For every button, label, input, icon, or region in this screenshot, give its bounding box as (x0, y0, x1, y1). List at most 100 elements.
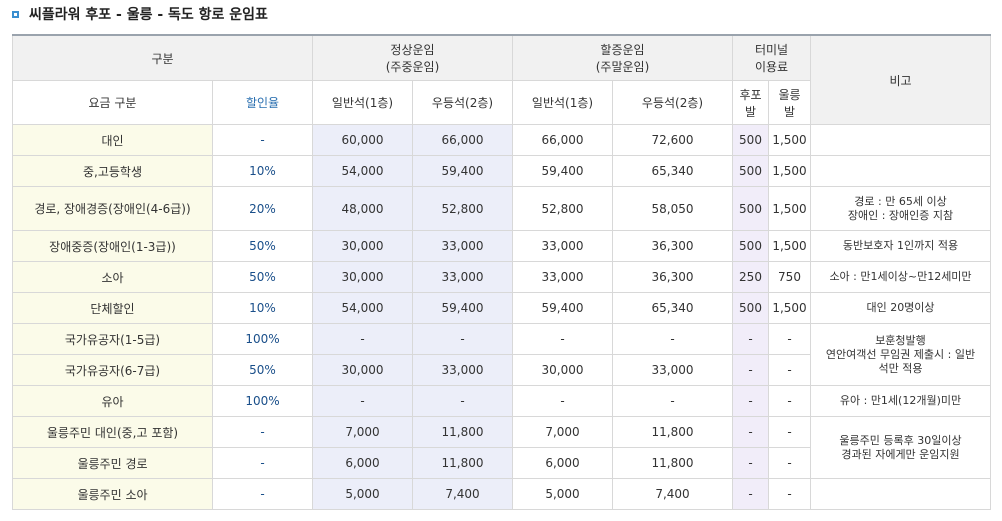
fare-cell: 48,000 (312, 186, 413, 231)
discount-cell: 20% (212, 186, 313, 231)
terminal-fee-cell: - (732, 354, 769, 386)
fare-cell: - (412, 323, 513, 355)
fare-cell: 11,800 (412, 447, 513, 479)
table-row: 소아 50% 30,000 33,000 33,000 36,300 250 7… (12, 261, 991, 293)
premium-seat-header: 우등석(2층) (412, 80, 513, 125)
table-row: 울릉주민 소아 - 5,000 7,400 5,000 7,400 - - (12, 478, 991, 510)
normal-seat-header-2: 일반석(1층) (512, 80, 613, 125)
terminal-fee-cell: - (768, 416, 811, 448)
fare-cell: 33,000 (612, 354, 733, 386)
terminal-fee-cell: 500 (732, 186, 769, 231)
terminal-fee-cell: 500 (732, 230, 769, 262)
premium-seat-header-2: 우등석(2층) (612, 80, 733, 125)
fare-type-cell: 울릉주민 대인(중,고 포함) (12, 416, 213, 448)
page-title: 씨플라워 후포 - 울릉 - 독도 항로 운임표 (12, 4, 268, 24)
fare-cell: 30,000 (312, 261, 413, 293)
terminal-fee-cell: 1,500 (768, 155, 811, 187)
table-row: 장애중증(장애인(1-3급)) 50% 30,000 33,000 33,000… (12, 230, 991, 262)
fare-type-cell: 울릉주민 경로 (12, 447, 213, 479)
ulleung-departure-header: 울릉 발 (768, 80, 811, 125)
discount-cell: - (212, 478, 313, 510)
fare-cell: 30,000 (312, 354, 413, 386)
fare-cell: 36,300 (612, 261, 733, 293)
fare-cell: 58,050 (612, 186, 733, 231)
fare-cell: 11,800 (612, 447, 733, 479)
fare-cell: 59,400 (412, 292, 513, 324)
terminal-fee-header: 터미널 이용료 (732, 34, 811, 81)
fare-cell: 59,400 (512, 155, 613, 187)
category-header: 구분 (12, 34, 313, 81)
remark-cell: 경로 : 만 65세 이상 장애인 : 장애인증 지참 (810, 186, 991, 231)
fare-type-cell: 국가유공자(1-5급) (12, 323, 213, 355)
discount-rate-header: 할인율 (212, 80, 313, 125)
fare-cell: 6,000 (512, 447, 613, 479)
fare-type-cell: 대인 (12, 124, 213, 156)
terminal-fee-cell: 500 (732, 292, 769, 324)
remarks-header: 비고 (810, 34, 991, 125)
fare-cell: 5,000 (512, 478, 613, 510)
fare-cell: - (612, 385, 733, 417)
terminal-fee-cell: 1,500 (768, 186, 811, 231)
terminal-fee-cell: - (768, 478, 811, 510)
discount-cell: - (212, 447, 313, 479)
remark-cell: 동반보호자 1인까지 적용 (810, 230, 991, 262)
fare-type-cell: 중,고등학생 (12, 155, 213, 187)
terminal-fee-cell: - (732, 385, 769, 417)
fare-cell: 33,000 (412, 354, 513, 386)
fare-cell: 33,000 (412, 261, 513, 293)
terminal-fee-cell: - (768, 385, 811, 417)
terminal-fee-cell: 500 (732, 155, 769, 187)
fare-type-header: 요금 구분 (12, 80, 213, 125)
discount-cell: 10% (212, 155, 313, 187)
normal-seat-header: 일반석(1층) (312, 80, 413, 125)
fare-cell: 54,000 (312, 155, 413, 187)
fare-type-cell: 경로, 장애경증(장애인(4-6급)) (12, 186, 213, 231)
fare-cell: 65,340 (612, 155, 733, 187)
fare-cell: - (312, 323, 413, 355)
terminal-fee-cell: - (768, 447, 811, 479)
discount-cell: 10% (212, 292, 313, 324)
fare-cell: - (612, 323, 733, 355)
fare-cell: 33,000 (512, 261, 613, 293)
fare-cell: 66,000 (512, 124, 613, 156)
fare-type-cell: 소아 (12, 261, 213, 293)
fare-type-cell: 장애중증(장애인(1-3급)) (12, 230, 213, 262)
surcharge-fare-header: 할증운임 (주말운임) (512, 34, 733, 81)
terminal-fee-cell: 750 (768, 261, 811, 293)
fare-cell: 7,400 (412, 478, 513, 510)
fare-type-cell: 단체할인 (12, 292, 213, 324)
discount-cell: 100% (212, 385, 313, 417)
table-row: 울릉주민 경로 - 6,000 11,800 6,000 11,800 - - (12, 447, 991, 479)
table-row: 울릉주민 대인(중,고 포함) - 7,000 11,800 7,000 11,… (12, 416, 991, 479)
remark-cell: 보훈청발행 연안여객선 무임권 제출시 : 일반 석만 적용 (810, 323, 991, 386)
fare-table: 구분 정상운임 (주중운임) 할증운임 (주말운임) 터미널 이용료 비고 요금 구분… (12, 34, 991, 510)
terminal-fee-cell: 1,500 (768, 292, 811, 324)
fare-cell: - (512, 323, 613, 355)
fare-cell: 59,400 (512, 292, 613, 324)
terminal-fee-cell: 500 (732, 124, 769, 156)
terminal-fee-cell: - (732, 447, 769, 479)
fare-cell: 11,800 (612, 416, 733, 448)
remark-cell: 소아 : 만1세이상~만12세미만 (810, 261, 991, 293)
fare-cell: 52,800 (512, 186, 613, 231)
remark-cell (810, 124, 991, 156)
fare-cell: 52,800 (412, 186, 513, 231)
fare-cell: 59,400 (412, 155, 513, 187)
fare-type-cell: 유아 (12, 385, 213, 417)
discount-cell: 50% (212, 230, 313, 262)
discount-cell: - (212, 124, 313, 156)
remark-cell (810, 478, 991, 510)
discount-cell: 50% (212, 354, 313, 386)
terminal-fee-cell: - (732, 323, 769, 355)
fare-cell: 65,340 (612, 292, 733, 324)
terminal-fee-cell: - (732, 416, 769, 448)
fare-cell: 72,600 (612, 124, 733, 156)
fare-cell: 33,000 (512, 230, 613, 262)
remark-cell: 대인 20명이상 (810, 292, 991, 324)
terminal-fee-cell: - (732, 478, 769, 510)
table-row: 유아 100% - - - - - - 유아 : 만1세(12개월)미만 (12, 385, 991, 417)
table-row: 단체할인 10% 54,000 59,400 59,400 65,340 500… (12, 292, 991, 324)
discount-cell: 100% (212, 323, 313, 355)
fare-cell: 33,000 (412, 230, 513, 262)
terminal-fee-cell: 1,500 (768, 124, 811, 156)
